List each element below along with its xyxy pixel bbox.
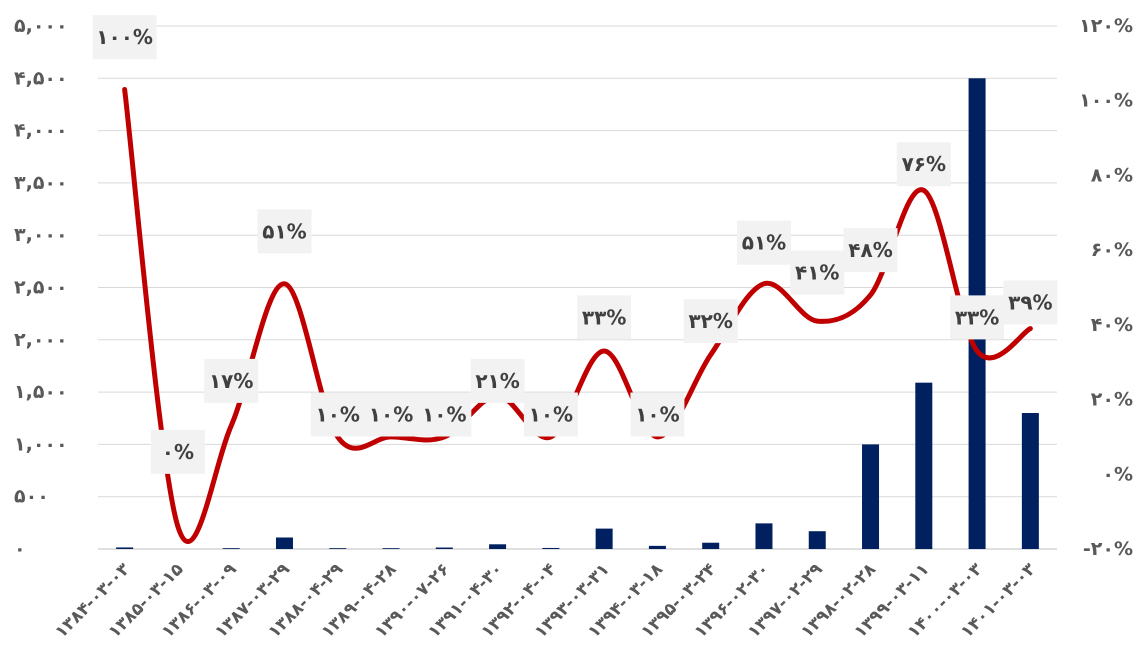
- left-tick-label: ۳,۵۰۰: [14, 172, 68, 194]
- bar: [275, 537, 293, 549]
- pct-label-text: ۳۳%: [955, 305, 999, 329]
- pct-label-text: ۴۱%: [795, 261, 839, 285]
- right-tick-label: ۲۰%: [1091, 389, 1133, 411]
- gridlines: [98, 25, 1057, 550]
- pct-label: ۱۰%: [310, 392, 365, 437]
- pct-label-text: ۳۹%: [1008, 290, 1052, 314]
- bar: [489, 544, 507, 549]
- bar: [862, 444, 880, 549]
- pct-label: ۱۰%: [417, 392, 472, 437]
- pct-label-text: ۱۷%: [209, 369, 253, 393]
- pct-label-box: [790, 250, 845, 295]
- left-tick-label: ۰: [14, 538, 26, 560]
- bar: [382, 548, 400, 549]
- pct-label: ۱۰%: [364, 392, 419, 437]
- bar: [1021, 413, 1039, 549]
- pct-label-box: [950, 295, 1005, 340]
- right-axis: -۲۰% ۰% ۲۰% ۴۰% ۶۰% ۸۰% ۱۰۰% ۱۲۰%: [1079, 15, 1133, 560]
- right-tick-label: ۴۰%: [1091, 314, 1133, 336]
- pct-label-box: [204, 358, 259, 403]
- left-tick-label: ۱,۵۰۰: [14, 381, 68, 403]
- pct-label-box: [364, 392, 419, 437]
- pct-label: ۵۱%: [257, 209, 312, 254]
- pct-label: ۷۶%: [896, 142, 951, 187]
- line-series: [122, 87, 1033, 544]
- bar: [222, 548, 240, 549]
- pct-label-box: [683, 299, 738, 344]
- pct-label: ۱۰%: [630, 392, 685, 437]
- pct-label: ۳۹%: [1003, 280, 1058, 325]
- bar: [329, 548, 347, 549]
- pct-label-box: [630, 392, 685, 437]
- bar: [648, 545, 666, 549]
- pct-label-box: [843, 228, 898, 273]
- pct-label: ۳۳%: [577, 295, 632, 340]
- right-tick-label: ۸۰%: [1091, 164, 1133, 186]
- pct-label-box: [523, 392, 578, 437]
- pct-label-box: [470, 358, 525, 403]
- pct-label-box: [92, 15, 157, 60]
- right-tick-label: -۲۰%: [1083, 538, 1133, 560]
- left-axis: ۰ ۵۰۰ ۱,۰۰۰ ۱,۵۰۰ ۲,۰۰۰ ۲,۵۰۰ ۳,۰۰۰ ۳,۵۰۰ ۴,۰۰۰ ۴…: [14, 15, 68, 560]
- pct-label: ۴۱%: [790, 250, 845, 295]
- x-axis: ۱۳۸۴-۰۳-۰۳۱۳۸۵-۰۳-۱۵۱۳۸۶-۰۳-۰۹۱۳۸۷-۰۳-۲۹…: [51, 559, 1040, 642]
- pct-label-text: ۴۸%: [848, 238, 892, 262]
- bar: [915, 382, 933, 549]
- pct-label-text: ۳۳%: [582, 305, 626, 329]
- left-tick-label: ۳,۰۰۰: [14, 224, 68, 246]
- pct-label: ۲۱%: [470, 358, 525, 403]
- pct-label-text: ۱۰%: [529, 403, 573, 427]
- left-tick-label: ۲,۰۰۰: [14, 329, 68, 351]
- right-tick-label: ۶۰%: [1091, 239, 1133, 261]
- pct-label: ۱۰%: [523, 392, 578, 437]
- pct-label-box: [257, 209, 312, 254]
- pct-label: ۱۷%: [204, 358, 259, 403]
- pct-label-text: ۰%: [162, 440, 194, 464]
- pct-label-text: ۱۰%: [635, 403, 679, 427]
- pct-label: ۵۱%: [736, 220, 791, 265]
- right-tick-label: ۱۲۰%: [1079, 15, 1133, 37]
- pct-label-text: ۱۰%: [369, 403, 413, 427]
- pct-label-box: [310, 392, 365, 437]
- pct-label: ۳۲%: [683, 299, 738, 344]
- pct-label-text: ۱۰%: [316, 403, 360, 427]
- pct-label-text: ۲۱%: [475, 369, 519, 393]
- left-tick-label: ۵,۰۰۰: [14, 15, 68, 37]
- left-tick-label: ۴,۰۰۰: [14, 120, 68, 142]
- left-tick-label: ۴,۵۰۰: [14, 67, 68, 89]
- pct-label-text: ۷۶%: [902, 152, 946, 176]
- pct-label-text: ۱۰۰%: [96, 25, 153, 49]
- pct-label-box: [417, 392, 472, 437]
- bar: [808, 531, 826, 549]
- right-tick-label: ۰%: [1102, 463, 1133, 485]
- pct-label-text: ۱۰%: [422, 403, 466, 427]
- left-tick-label: ۲,۵۰۰: [14, 277, 68, 299]
- left-tick-label: ۱,۰۰۰: [14, 433, 68, 455]
- pct-label-text: ۵۱%: [262, 219, 306, 243]
- pct-label-box: [736, 220, 791, 265]
- pct-label-box: [150, 429, 205, 474]
- right-tick-label: ۱۰۰%: [1079, 90, 1133, 112]
- pct-label-box: [1003, 280, 1058, 325]
- bar: [435, 547, 453, 549]
- growth-line: [122, 87, 1033, 544]
- left-tick-label: ۵۰۰: [14, 486, 49, 508]
- pct-label-text: ۳۲%: [688, 309, 732, 333]
- pct-label-box: [577, 295, 632, 340]
- pct-label-text: ۵۱%: [742, 231, 786, 255]
- pct-label: ۱۰۰%: [92, 15, 157, 60]
- bar: [542, 547, 560, 549]
- pct-label-box: [896, 142, 951, 187]
- bar: [702, 542, 720, 549]
- pct-label: ۴۸%: [843, 228, 898, 273]
- pct-label: ۰%: [150, 429, 205, 474]
- bar: [595, 528, 613, 549]
- bar: [755, 523, 773, 549]
- data-labels: ۱۰۰% ۰% ۱۷% ۵۱% ۱۰% ۱۰% ۱۰% ۲۱% ۱۰% ۳۳% ۱۰% ۳۲% ۵۱% ۴…: [92, 15, 1058, 474]
- bar: [116, 547, 134, 549]
- pct-label: ۳۳%: [950, 295, 1005, 340]
